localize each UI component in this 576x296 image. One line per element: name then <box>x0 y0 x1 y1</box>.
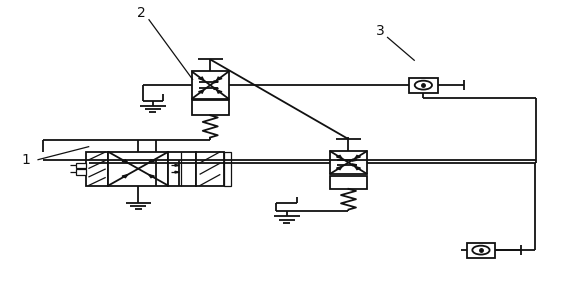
Polygon shape <box>336 167 342 170</box>
Polygon shape <box>175 165 179 166</box>
Polygon shape <box>352 159 357 161</box>
Polygon shape <box>352 164 357 166</box>
Bar <box>196 152 223 186</box>
Bar <box>223 152 230 186</box>
Polygon shape <box>217 90 222 93</box>
Bar <box>329 176 367 189</box>
Polygon shape <box>214 88 218 89</box>
Polygon shape <box>355 167 361 170</box>
Circle shape <box>415 81 432 90</box>
Bar <box>467 243 495 258</box>
Polygon shape <box>122 160 128 163</box>
Bar <box>409 78 438 93</box>
Text: 2: 2 <box>137 6 146 20</box>
Text: 1: 1 <box>21 153 31 167</box>
Bar <box>76 169 86 175</box>
Polygon shape <box>122 175 128 178</box>
Bar <box>191 100 229 115</box>
Bar <box>108 152 168 186</box>
Polygon shape <box>214 81 218 83</box>
Polygon shape <box>336 155 342 158</box>
Bar <box>76 163 86 168</box>
Bar <box>191 71 229 99</box>
Polygon shape <box>175 171 179 173</box>
Polygon shape <box>199 90 204 93</box>
Text: 3: 3 <box>376 24 385 38</box>
Bar <box>86 152 108 186</box>
Polygon shape <box>217 77 222 80</box>
Circle shape <box>472 246 490 255</box>
Polygon shape <box>149 160 154 163</box>
Polygon shape <box>199 77 204 80</box>
Bar <box>168 152 196 186</box>
Polygon shape <box>149 175 154 178</box>
Bar <box>329 151 367 174</box>
Polygon shape <box>355 155 361 158</box>
